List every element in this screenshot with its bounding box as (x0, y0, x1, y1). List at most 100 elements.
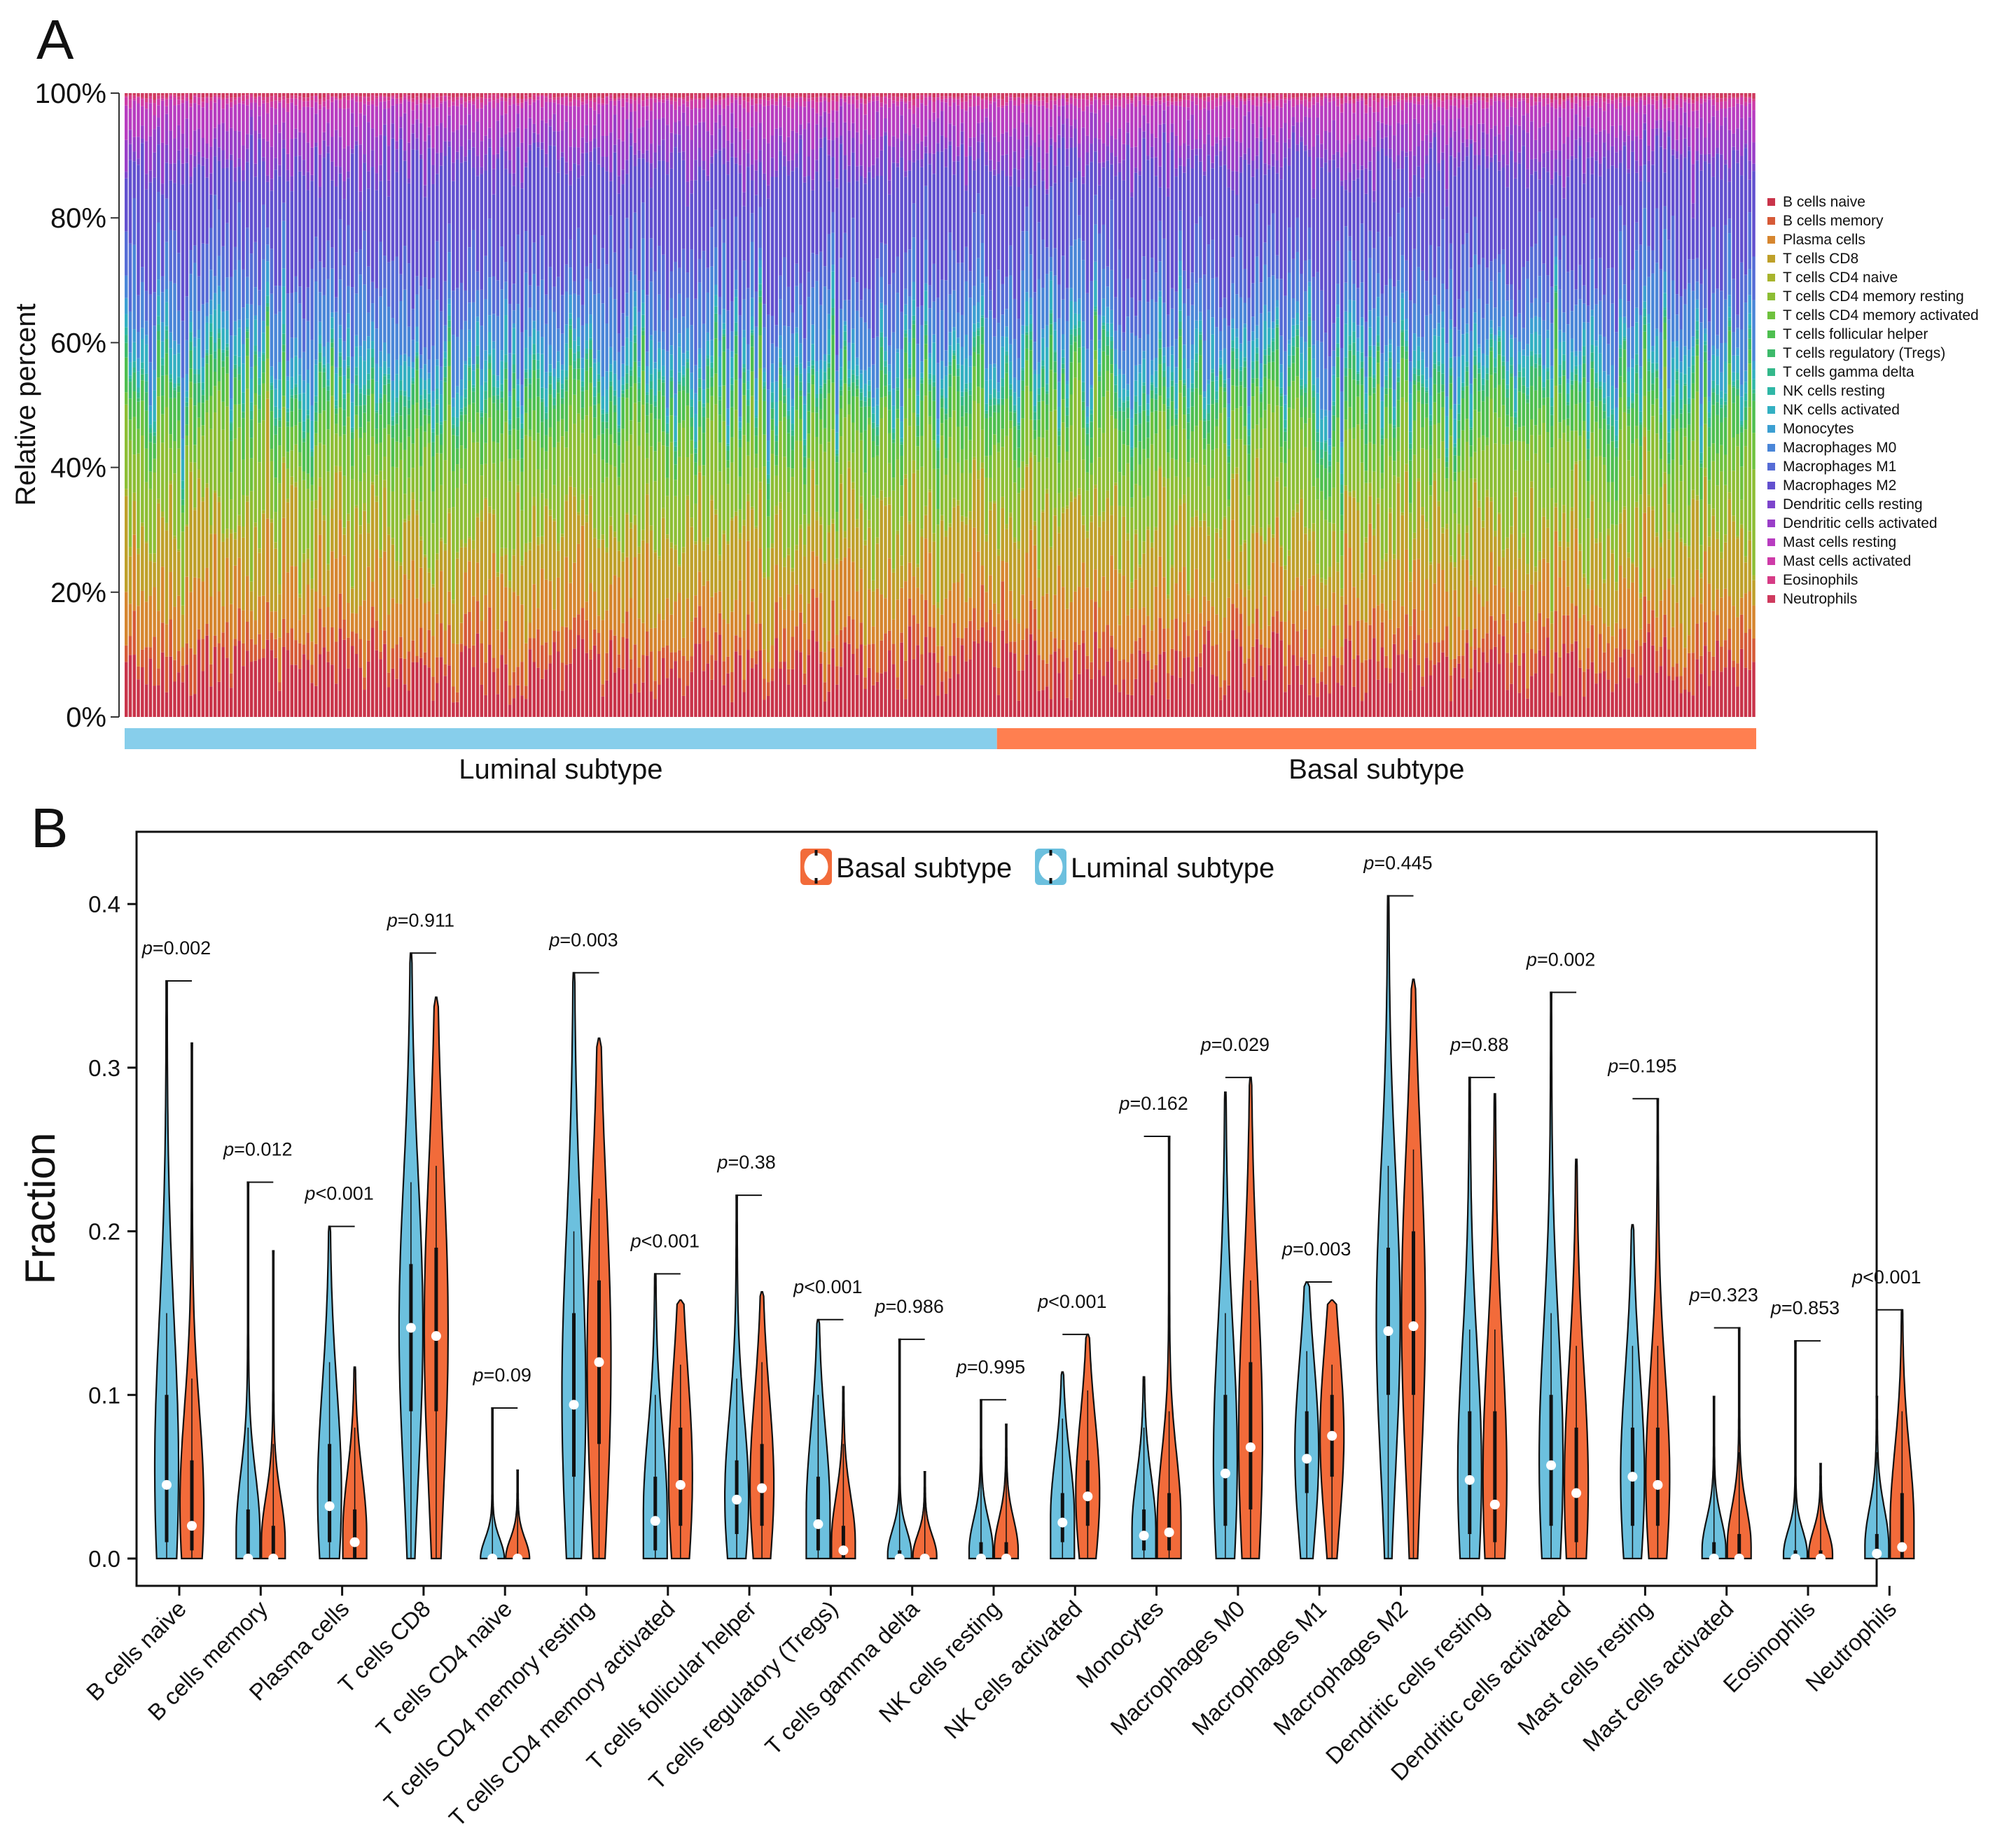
segment-2 (843, 557, 847, 627)
segment-20 (322, 97, 326, 102)
segment-19 (585, 99, 588, 104)
segment-12 (281, 268, 286, 287)
segment-17 (742, 149, 746, 193)
segment-21 (504, 93, 508, 98)
segment-6 (819, 419, 823, 445)
segment-13 (379, 296, 382, 351)
segment-2 (871, 626, 875, 644)
segment-21 (964, 93, 968, 96)
segment-21 (249, 93, 253, 95)
segment-4 (868, 520, 871, 528)
segment-7 (536, 396, 540, 433)
segment-7 (141, 380, 144, 401)
segment-6 (488, 397, 492, 418)
segment-1 (912, 615, 916, 660)
segment-6 (399, 442, 403, 460)
segment-9 (375, 410, 379, 413)
segment-0 (976, 643, 980, 717)
segment-12 (520, 405, 524, 414)
segment-13 (924, 239, 928, 284)
sample-bar (544, 93, 548, 717)
segment-21 (286, 93, 290, 99)
segment-11 (387, 367, 391, 375)
segment-5 (411, 468, 415, 493)
segment-3 (674, 550, 677, 602)
segment-12 (213, 293, 217, 310)
segment-13 (633, 274, 637, 292)
segment-1 (326, 651, 330, 662)
segment-21 (758, 93, 762, 97)
segment-7 (492, 403, 496, 442)
segment-11 (742, 337, 746, 365)
segment-9 (464, 398, 467, 407)
segment-1 (964, 627, 968, 662)
segment-11 (160, 341, 165, 358)
segment-17 (658, 119, 661, 146)
segment-16 (354, 141, 359, 146)
segment-10 (815, 393, 819, 398)
segment-16 (484, 154, 487, 171)
segment-16 (819, 138, 823, 148)
segment-6 (265, 326, 270, 359)
segment-21 (516, 93, 520, 99)
segment-2 (585, 601, 588, 620)
segment-14 (270, 249, 274, 294)
segment-7 (855, 389, 859, 397)
segment-10 (423, 389, 427, 399)
segment-12 (132, 329, 137, 342)
segment-14 (726, 310, 730, 349)
segment-10 (294, 384, 298, 387)
segment-13 (593, 294, 597, 359)
segment-4 (176, 549, 181, 552)
segment-13 (964, 281, 968, 335)
segment-5 (681, 428, 686, 548)
segment-16 (980, 134, 985, 143)
segment-6 (233, 404, 237, 439)
segment-21 (262, 93, 265, 97)
segment-20 (948, 96, 952, 98)
segment-16 (185, 148, 189, 163)
segment-6 (702, 465, 706, 476)
segment-5 (774, 475, 779, 506)
segment-11 (653, 368, 658, 396)
segment-15 (213, 156, 217, 195)
segment-0 (593, 645, 597, 717)
segment-6 (173, 441, 176, 474)
segment-21 (294, 93, 298, 96)
segment-12 (258, 351, 261, 358)
segment-11 (802, 404, 807, 440)
segment-11 (322, 356, 326, 365)
sample-bar (730, 93, 734, 717)
segment-19 (512, 96, 516, 104)
segment-8 (802, 456, 807, 468)
segment-14 (835, 354, 839, 371)
segment-8 (302, 438, 306, 442)
segment-7 (908, 379, 912, 389)
segment-16 (165, 144, 169, 163)
segment-2 (960, 573, 964, 639)
segment-15 (475, 176, 480, 272)
segment-15 (541, 149, 544, 236)
segment-5 (488, 417, 492, 507)
segment-13 (629, 271, 633, 330)
segment-21 (718, 93, 722, 97)
segment-17 (746, 139, 750, 153)
segment-9 (484, 391, 487, 400)
segment-1 (916, 623, 919, 646)
sample-bar (807, 93, 811, 717)
segment-17 (827, 139, 831, 155)
segment-4 (144, 541, 148, 543)
segment-6 (641, 370, 645, 405)
segment-14 (411, 309, 415, 340)
segment-0 (415, 662, 419, 717)
segment-10 (322, 364, 326, 368)
segment-3 (629, 528, 633, 599)
segment-19 (496, 99, 500, 104)
segment-15 (738, 173, 742, 316)
segment-11 (819, 369, 823, 386)
segment-6 (225, 373, 229, 407)
segment-0 (338, 628, 342, 717)
segment-0 (662, 657, 665, 717)
segment-17 (593, 125, 597, 139)
segment-1 (347, 637, 350, 669)
